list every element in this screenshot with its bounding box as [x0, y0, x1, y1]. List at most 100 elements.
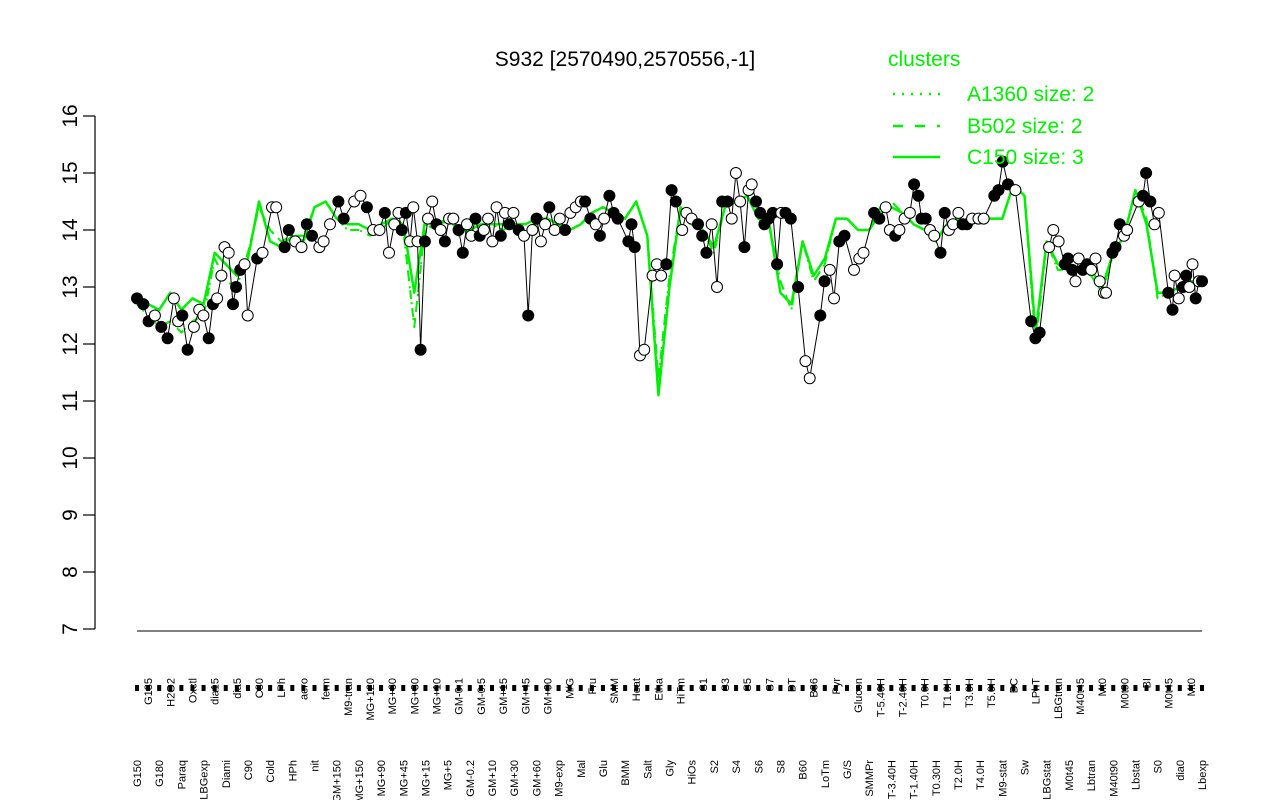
x-tick-label: SMMPr	[864, 760, 876, 797]
data-point-filled	[938, 206, 951, 219]
y-tick-label: 8	[59, 566, 82, 578]
data-point-filled	[1140, 167, 1153, 179]
x-tick-label: T0.30H	[931, 760, 943, 796]
data-point-open	[211, 292, 224, 305]
x-tick-label: T1.0H	[942, 678, 954, 708]
data-point-open	[548, 224, 561, 236]
x-tick-label: MG+30	[409, 678, 421, 714]
x-tick-mark	[867, 685, 872, 691]
data-point-filled	[700, 246, 713, 259]
x-tick-label: M9-exp	[554, 760, 566, 797]
data-point-open	[1148, 218, 1161, 231]
x-tick-label: T5.0H	[986, 678, 998, 708]
data-point-open	[482, 212, 495, 225]
data-point-filled	[181, 343, 194, 356]
x-tick-label: T0.0H	[920, 678, 932, 708]
data-point-open	[711, 281, 723, 293]
x-tick-label: Mt0	[1186, 678, 1198, 696]
x-tick-label: MG+60	[387, 678, 399, 714]
x-tick-label: GM-0.5	[476, 678, 488, 715]
data-point-filled	[750, 195, 762, 208]
data-point-open	[490, 201, 503, 214]
data-point-filled	[754, 206, 767, 219]
data-point-filled	[438, 235, 451, 248]
x-tick-mark	[667, 685, 672, 691]
y-tick-label: 10	[59, 446, 82, 469]
x-tick-label: S5	[742, 678, 754, 691]
legend-entry-b502: B502 size: 2	[967, 115, 1083, 138]
x-tick-label: S1	[698, 678, 710, 691]
data-point-filled	[300, 218, 313, 231]
x-tick-label: M9-tran	[343, 678, 355, 716]
data-point-open	[256, 246, 269, 259]
x-tick-label: Oxctl	[187, 678, 199, 703]
x-tick-label: MG+150	[354, 760, 366, 800]
x-tick-mark	[434, 685, 439, 691]
x-tick-mark	[190, 685, 195, 691]
x-tick-mark	[623, 685, 628, 691]
x-tick-label: GM+10	[487, 760, 499, 796]
x-tick-label: Lbexp	[1197, 760, 1209, 790]
data-point-open	[373, 224, 386, 236]
x-tick-label: BI	[1142, 678, 1154, 688]
data-point-filled	[530, 212, 543, 225]
x-tick-mark	[1144, 685, 1149, 691]
data-point-filled	[332, 195, 345, 208]
data-point-filled	[934, 246, 947, 259]
x-tick-mark	[268, 685, 273, 691]
data-point-open	[324, 218, 336, 231]
data-point-filled	[230, 281, 243, 293]
y-tick-label: 9	[59, 509, 82, 521]
data-point-filled	[1109, 241, 1122, 254]
x-tick-mark	[245, 685, 250, 691]
x-tick-label: G150	[132, 760, 144, 787]
data-point-filled	[919, 212, 932, 225]
data-point-open	[1009, 184, 1022, 197]
data-point-open	[518, 229, 530, 242]
data-point-open	[828, 292, 840, 305]
data-point-filled	[696, 229, 709, 242]
x-tick-mark	[1177, 685, 1182, 691]
x-tick-mark	[800, 685, 805, 691]
x-tick-mark	[512, 685, 517, 691]
data-point-filled	[579, 195, 592, 208]
x-tick-mark	[1000, 685, 1005, 691]
data-point-open	[317, 235, 330, 248]
data-point-open	[1186, 258, 1199, 271]
data-point-open	[803, 372, 816, 385]
x-tick-label: T2.0H	[953, 760, 965, 790]
x-tick-label: BMM	[620, 760, 632, 786]
x-tick-label: Mt0	[1097, 678, 1109, 696]
data-point-open	[197, 309, 210, 322]
y-tick-label: 14	[59, 218, 82, 242]
data-point-open	[1043, 241, 1056, 254]
data-point-filled	[1196, 275, 1208, 288]
x-tick-label: Lbstat	[1130, 760, 1142, 790]
data-point-open	[823, 263, 836, 276]
x-tick-mark	[967, 685, 972, 691]
x-tick-label: G/S	[842, 760, 854, 779]
x-tick-mark	[168, 685, 173, 691]
x-tick-mark	[157, 685, 162, 691]
x-tick-label: dia5	[232, 678, 244, 699]
x-tick-mark	[811, 685, 816, 691]
x-tick-mark	[656, 685, 661, 691]
x-tick-mark	[700, 685, 705, 691]
series-lines	[136, 183, 1202, 397]
x-tick-label: BT	[787, 678, 799, 692]
data-point-filled	[784, 212, 797, 225]
x-tick-mark	[234, 685, 239, 691]
data-point-filled	[792, 281, 805, 293]
data-point-open	[1168, 269, 1181, 282]
data-point-open	[1069, 275, 1082, 288]
data-point-open	[676, 224, 689, 236]
x-tick-label: Cold	[265, 760, 277, 783]
x-tick-mark	[900, 685, 905, 691]
data-point-filled	[873, 212, 886, 225]
data-point-open	[879, 201, 892, 214]
x-tick-mark	[1122, 685, 1127, 691]
x-tick-mark	[645, 685, 650, 691]
data-point-filled	[628, 241, 641, 254]
x-tick-mark	[1089, 685, 1094, 691]
x-tick-label: MG+10	[432, 678, 444, 714]
